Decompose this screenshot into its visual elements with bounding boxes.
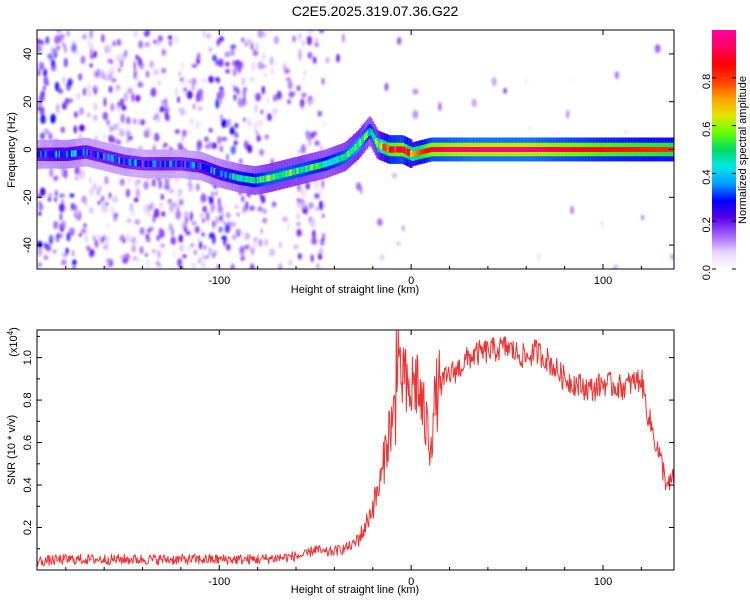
spectrogram-xtick-label: 0 <box>408 275 414 287</box>
colorbar-tick-label: 0.8 <box>701 74 713 89</box>
snr-xlabel: Height of straight line (km) <box>291 584 419 596</box>
spectrogram-xtick-label: -100 <box>208 275 230 287</box>
snr-ytick-label: 0.4 <box>22 477 34 492</box>
snr-xtick-label: -100 <box>208 576 230 588</box>
spectrogram-image <box>37 30 674 269</box>
snr-scale-label: (x104) <box>6 327 20 357</box>
spectrogram-ytick-label: 0 <box>22 146 34 152</box>
colorbar-tick-label: 0.4 <box>701 169 713 184</box>
spectrogram-ridge <box>37 116 674 195</box>
snr-ytick-label: 0.8 <box>22 392 34 407</box>
colorbar-tick-label: 0.0 <box>701 265 713 280</box>
snr-ticks: -100 0 100 0.2 0.4 0.6 0.8 1.0 <box>22 330 674 588</box>
spectrogram-ytick-label: 40 <box>22 48 34 60</box>
snr-ytick-label: 1.0 <box>22 350 34 365</box>
spectrogram-ytick-label: 20 <box>22 96 34 108</box>
spectrogram-xlabel: Height of straight line (km) <box>291 284 419 296</box>
figure-title: C2E5.2025.319.07.36.G22 <box>292 3 459 19</box>
colorbar-tick-label: 0.6 <box>701 122 713 137</box>
snr-ylabel: SNR (10 * v/v) <box>6 415 18 485</box>
colorbar-tick-label: 0.2 <box>701 217 713 232</box>
spectrogram-ytick-label: -40 <box>22 237 34 253</box>
snr-plot-area <box>37 330 674 567</box>
snr-ytick-label: 0.6 <box>22 435 34 450</box>
spectrogram-panel: -100 0 100 -40 -20 0 20 40 Height of straight l… <box>6 29 675 296</box>
spectrogram-ylabel: Frequency (Hz) <box>6 112 18 188</box>
spectrogram-ytick-label: -20 <box>22 189 34 205</box>
snr-frame <box>36 329 675 571</box>
snr-xtick-label: 100 <box>594 576 612 588</box>
colorbar-gradient <box>712 30 736 269</box>
spectrogram-ticks: -100 0 100 -40 -20 0 20 40 <box>22 30 674 287</box>
spectrogram-xtick-label: 100 <box>594 275 612 287</box>
colorbar-label: Normalized spectral amplitude <box>737 76 749 224</box>
snr-panel: -100 0 100 0.2 0.4 0.6 0.8 1.0 Height of straig… <box>6 327 675 596</box>
snr-ytick-label: 0.2 <box>22 520 34 535</box>
snr-xtick-label: 0 <box>408 576 414 588</box>
snr-series-line <box>37 330 674 567</box>
colorbar-ticks: 0.0 0.2 0.4 0.6 0.8 <box>701 74 736 280</box>
colorbar: 0.0 0.2 0.4 0.6 0.8 Normalized spectral ampl… <box>701 30 749 280</box>
